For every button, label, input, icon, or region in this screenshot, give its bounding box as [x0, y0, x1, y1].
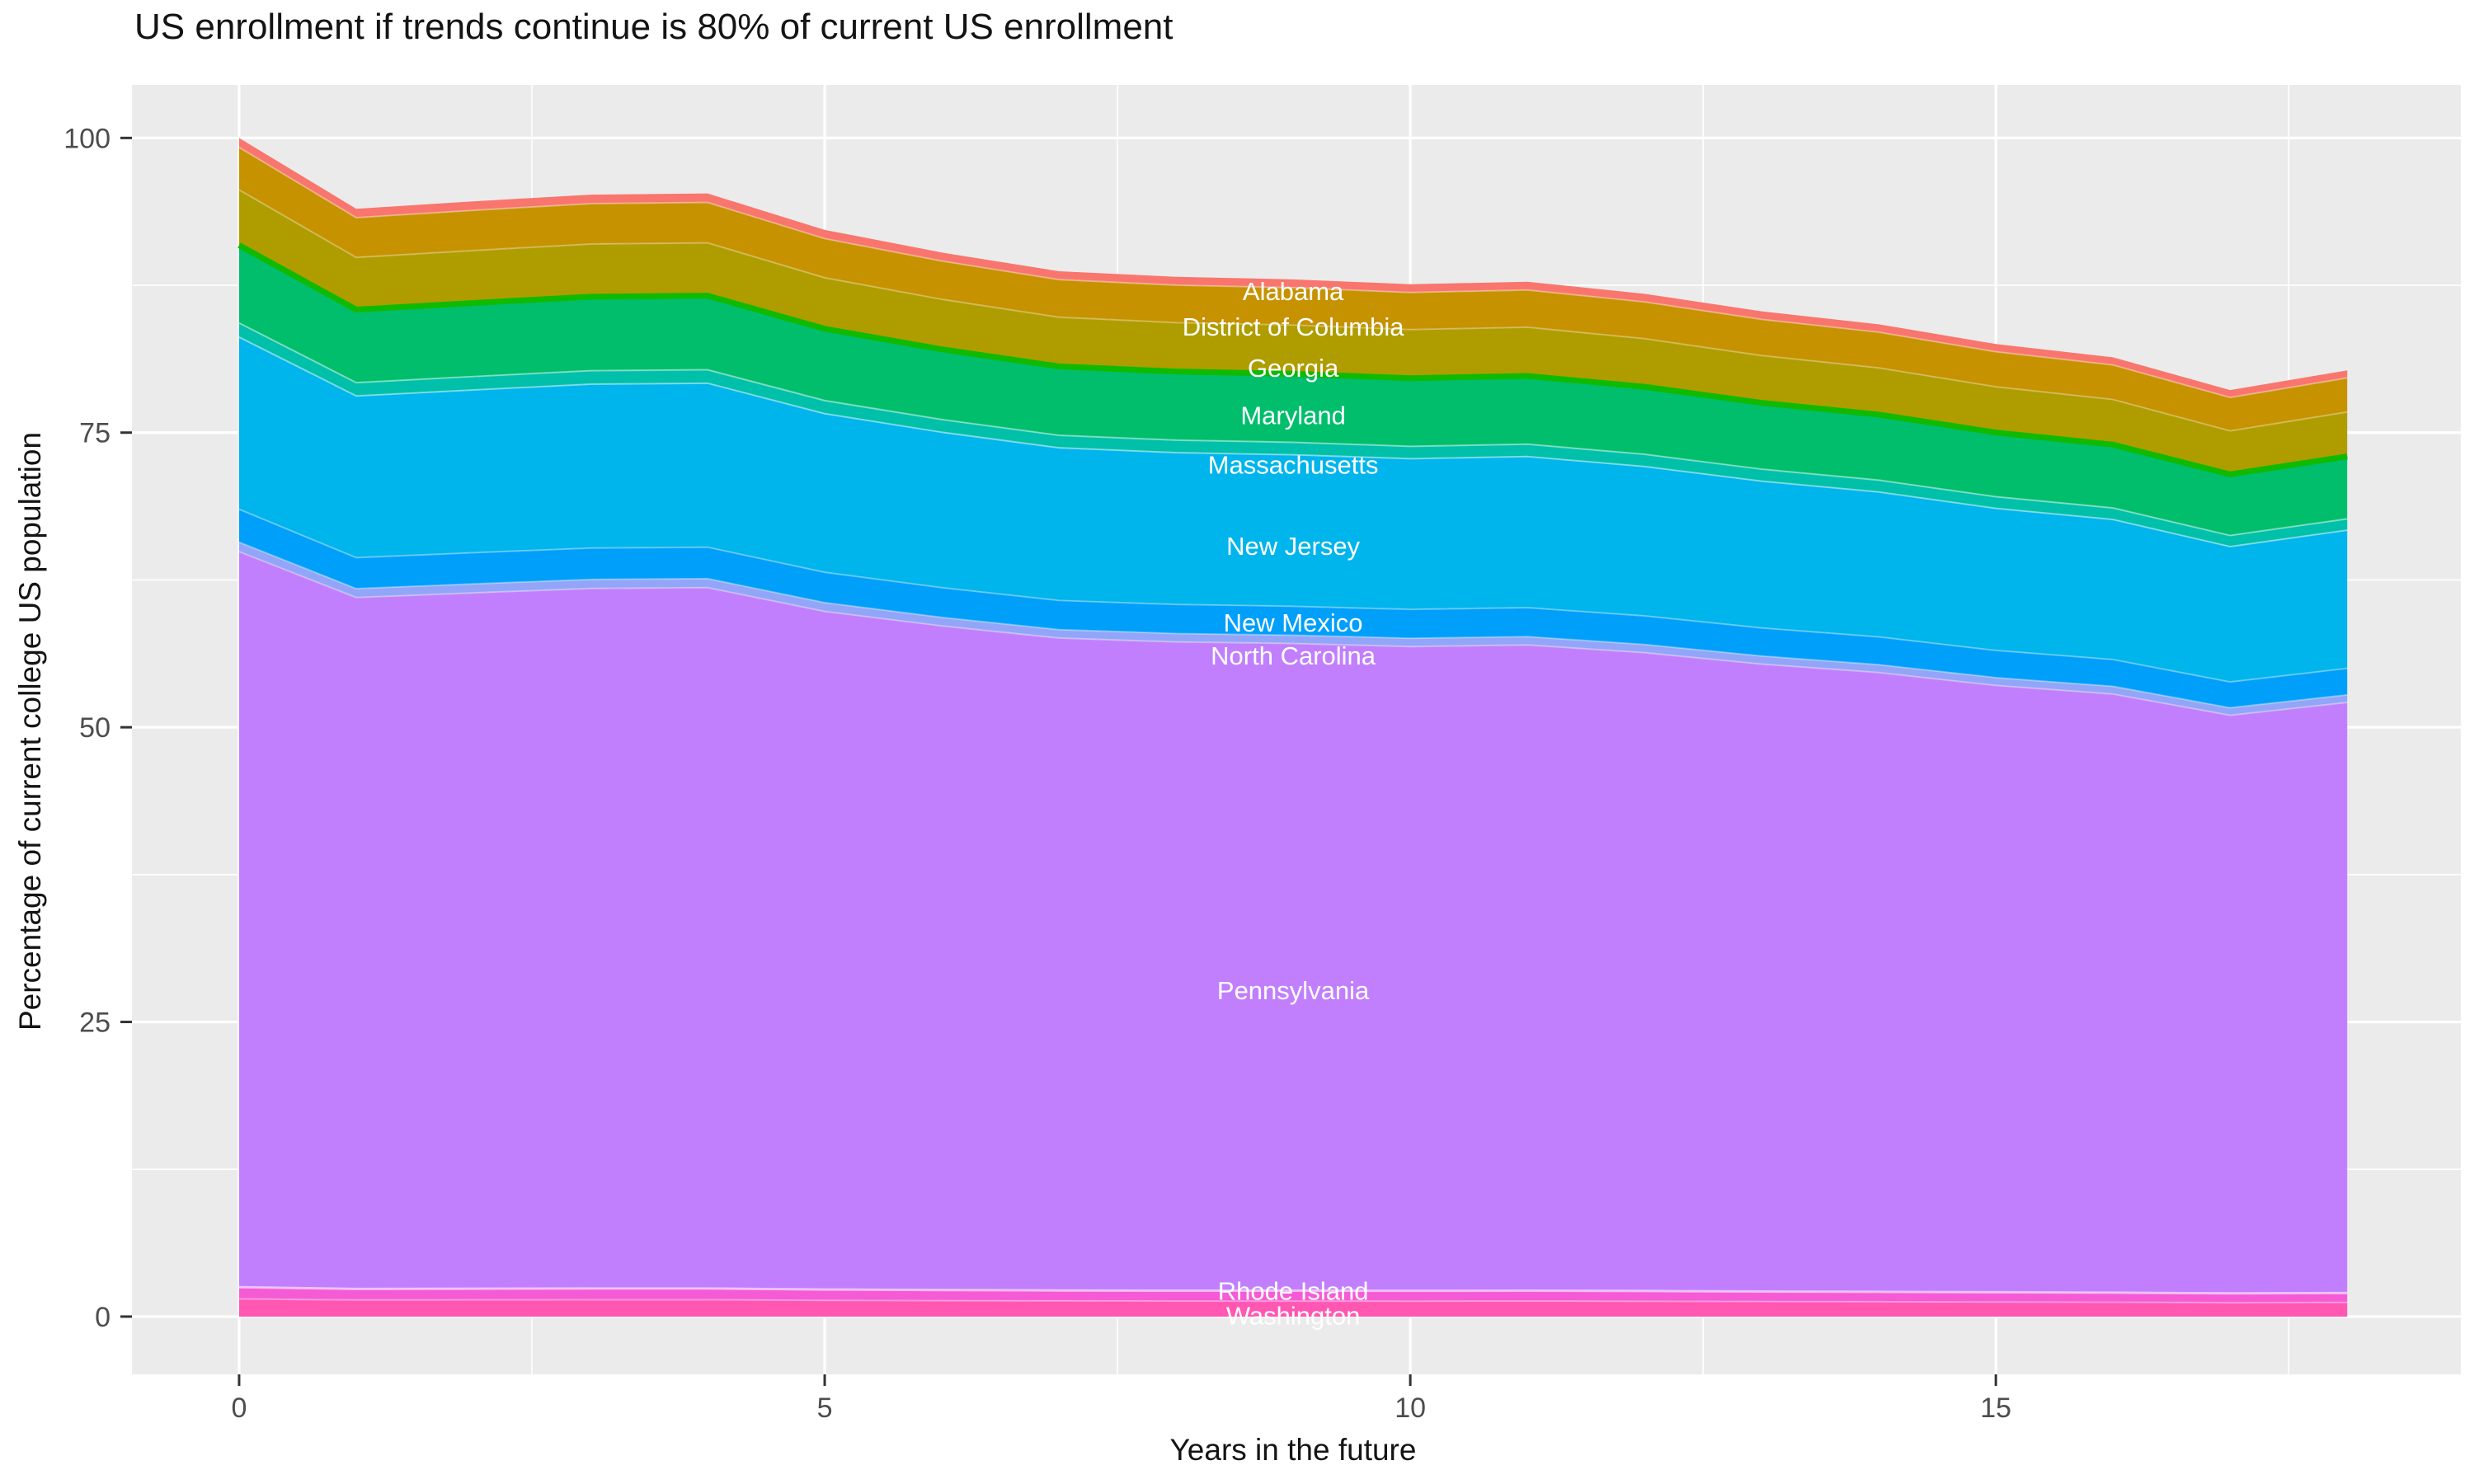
area-new-jersey — [238, 336, 2348, 683]
area-washington — [238, 1298, 2348, 1317]
state-label-new-jersey: New Jersey — [1226, 532, 1360, 561]
area-new-mexico — [238, 509, 2348, 708]
state-label-massachusetts: Massachusetts — [1208, 450, 1379, 479]
y-tick-label: 25 — [79, 1007, 111, 1039]
state-label-district-of-columbia: District of Columbia — [1183, 312, 1404, 341]
boundary-rhode-island — [238, 1298, 2348, 1304]
boundary-new-mexico — [238, 541, 2348, 709]
area-district-of-columbia — [238, 147, 2348, 431]
x-tick-label: 15 — [1980, 1392, 2011, 1424]
state-label-alabama: Alabama — [1243, 277, 1344, 306]
y-tick-label: 75 — [79, 418, 111, 449]
y-tick-label: 50 — [79, 712, 111, 744]
state-label-georgia: Georgia — [1248, 354, 1339, 383]
x-tick-label: 0 — [231, 1392, 247, 1424]
state-label-north-carolina: North Carolina — [1211, 641, 1376, 670]
boundary-north-carolina — [238, 551, 2348, 716]
boundary-new-jersey — [238, 508, 2348, 683]
boundary-massachusetts — [238, 336, 2348, 547]
y-axis-title: Percentage of current college US populat… — [13, 431, 47, 1031]
area-maryland — [238, 245, 2348, 536]
plot-title: US enrollment if trends continue is 80% … — [134, 7, 1174, 47]
boundary-maryland — [238, 322, 2348, 537]
state-label-rhode-island: Rhode Island — [1218, 1276, 1369, 1305]
x-tick-label: 10 — [1395, 1392, 1426, 1424]
boundary-alabama — [238, 146, 2348, 399]
state-label-new-mexico: New Mexico — [1224, 608, 1363, 637]
area-north-carolina — [238, 542, 2348, 716]
x-axis-title: Years in the future — [1169, 1433, 1417, 1467]
area-rhode-island — [238, 1287, 2348, 1303]
boundary-pennsylvania — [238, 1285, 2348, 1295]
boundary-georgia — [238, 242, 2348, 477]
y-tick-label: 100 — [63, 123, 111, 154]
area-pennsylvania — [238, 552, 2348, 1294]
area-georgia — [238, 190, 2348, 475]
boundary-district-of-columbia — [238, 189, 2348, 432]
state-label-washington: Washington — [1226, 1302, 1361, 1331]
area-massachusetts — [238, 322, 2348, 547]
x-tick-label: 5 — [817, 1392, 833, 1424]
state-label-maryland: Maryland — [1240, 401, 1346, 430]
y-tick-label: 0 — [95, 1302, 111, 1333]
state-label-pennsylvania: Pennsylvania — [1217, 976, 1370, 1005]
y-axis-title-wrap: Percentage of current college US populat… — [13, 87, 49, 1376]
